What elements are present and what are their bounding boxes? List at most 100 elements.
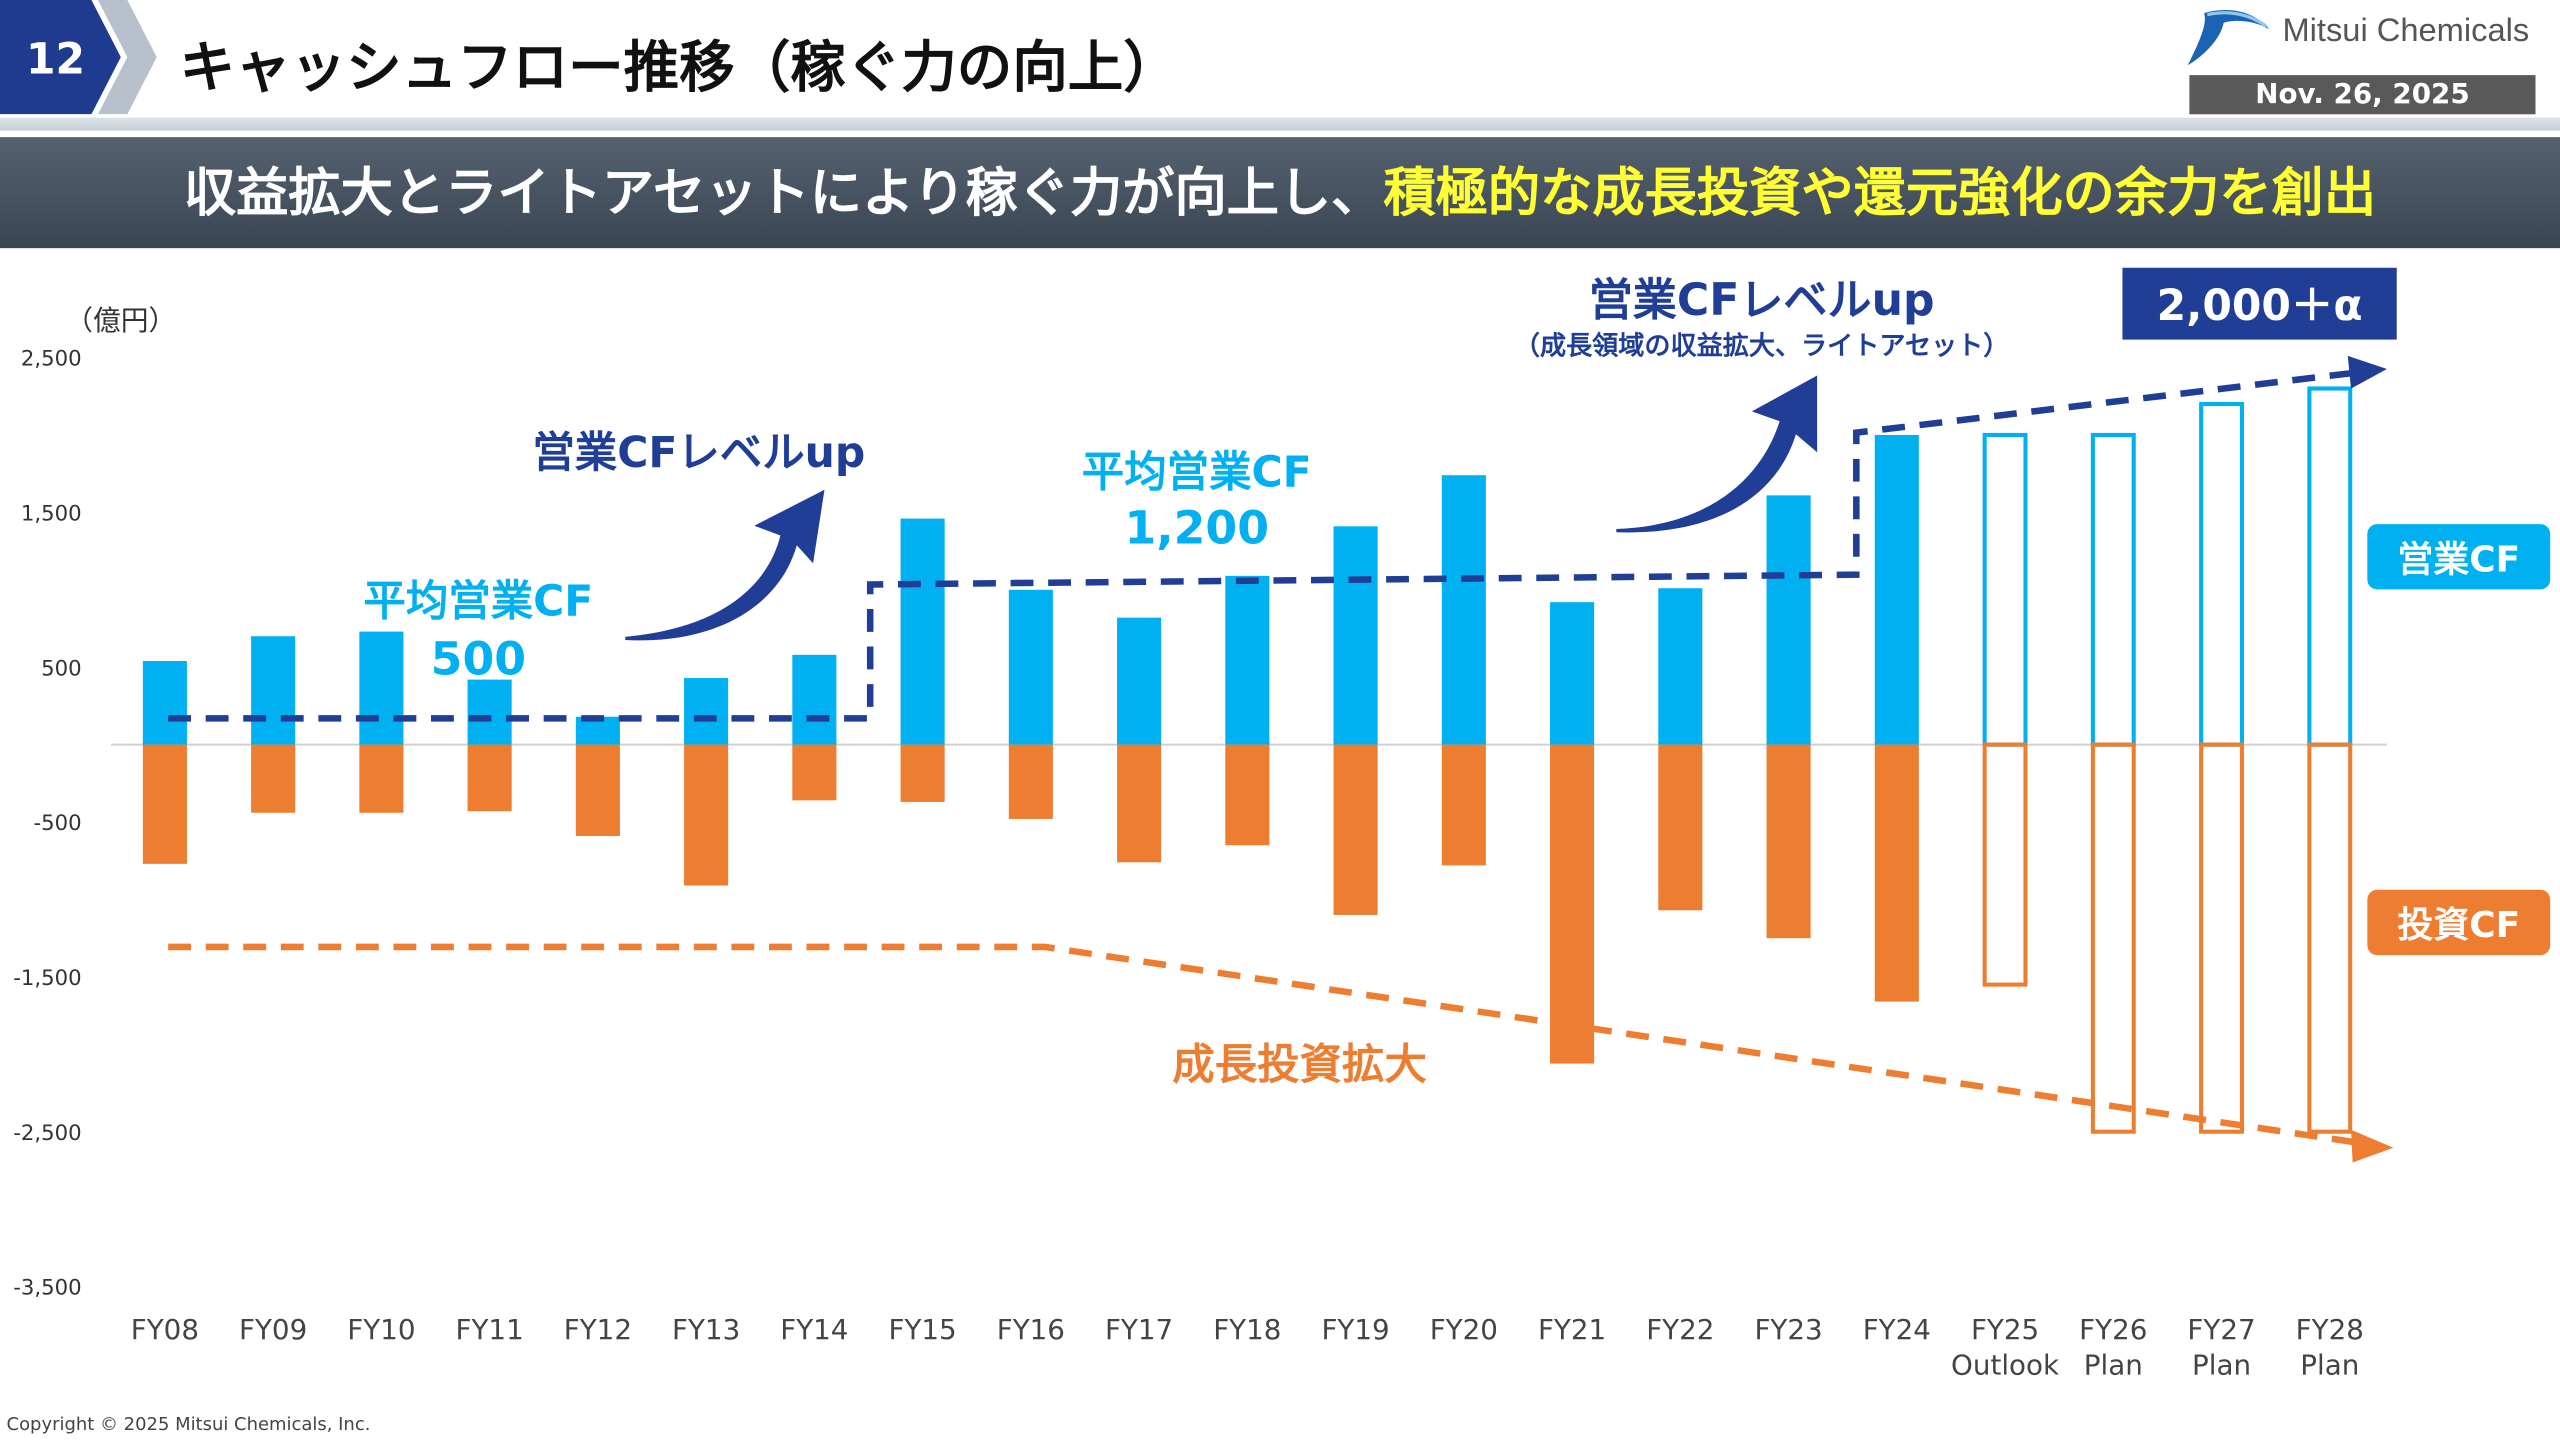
page-title: キャッシュフロー推移（稼ぐ力の向上） xyxy=(179,35,1179,102)
date-badge: Nov. 26, 2025 xyxy=(2189,75,2536,115)
logo-text: Mitsui Chemicals xyxy=(2282,13,2530,49)
investing-cf-bar xyxy=(792,744,837,801)
legend-operating-cf xyxy=(2367,524,2551,590)
headline-banner: 収益拡大とライトアセットにより稼ぐ力が向上し、積極的な成長投資や還元強化の余力を… xyxy=(0,137,2560,249)
logo-icon xyxy=(2187,10,2270,66)
x-tick-label: FY26 xyxy=(2079,1313,2147,1346)
legend-operating-cf-label: 営業CF xyxy=(2397,539,2520,580)
page-number: 12 xyxy=(26,35,85,84)
operating-cf-bar xyxy=(684,678,729,745)
x-tick-label: FY19 xyxy=(1321,1313,1389,1346)
x-tick-label: FY13 xyxy=(672,1313,740,1346)
investing-cf-bar xyxy=(1117,744,1162,863)
operating-cf-bar xyxy=(1117,617,1162,745)
investing-cf-bar xyxy=(1658,744,1703,911)
level-up-label-1: 営業CFレベルup xyxy=(532,429,865,478)
investing-cf-bar xyxy=(1441,744,1486,866)
x-tick-sublabel: Outlook xyxy=(1951,1349,2059,1382)
x-tick-label: FY15 xyxy=(888,1313,956,1346)
y-tick-label: 1,500 xyxy=(21,502,82,527)
investing-cf-bar xyxy=(1874,744,1919,1002)
target-value: 2,000＋α xyxy=(2157,282,2363,331)
operating-cf-bar xyxy=(1225,575,1270,745)
investing-cf-bar xyxy=(1550,744,1595,1064)
x-tick-sublabel: Plan xyxy=(2084,1349,2143,1382)
unit-label: （億円） xyxy=(65,304,176,337)
avg-cf-value-2: 1,200 xyxy=(1124,502,1269,555)
x-tick-label: FY12 xyxy=(564,1313,632,1346)
operating-cf-bar xyxy=(142,661,187,745)
operating-cf-bar xyxy=(2199,401,2244,747)
avg-cf-value-1: 500 xyxy=(431,632,526,685)
curved-arrow-icon xyxy=(625,489,825,641)
operating-cf-bar xyxy=(1766,495,1811,745)
operating-cf-bar xyxy=(1550,602,1595,745)
x-tick-label: FY16 xyxy=(997,1313,1065,1346)
level-up-label-2: 営業CFレベルup xyxy=(1589,275,1935,326)
legend-investing-cf-label: 投資CF xyxy=(2397,905,2520,946)
investing-cf-bar xyxy=(251,744,296,813)
x-tick-sublabel: Plan xyxy=(2192,1349,2251,1382)
x-tick-label: FY25 xyxy=(1971,1313,2039,1346)
investing-cf-bar xyxy=(1766,744,1811,939)
copyright: Copyright © 2025 Mitsui Chemicals, Inc. xyxy=(6,1413,371,1436)
operating-cf-bar xyxy=(1658,588,1703,745)
growth-investment-label: 成長投資拡大 xyxy=(1172,1041,1427,1090)
operating-cf-bar xyxy=(1874,434,1919,745)
y-tick-label: -2,500 xyxy=(13,1121,81,1146)
arrow-head-icon xyxy=(2347,355,2387,389)
investing-cf-bar xyxy=(142,744,187,864)
investing-cf-bar xyxy=(2307,742,2353,1134)
y-tick-label: 500 xyxy=(41,656,82,681)
y-tick-label: -500 xyxy=(33,811,81,836)
x-tick-label: FY21 xyxy=(1538,1313,1606,1346)
x-tick-label: FY17 xyxy=(1105,1313,1173,1346)
investing-cf-bar xyxy=(1008,744,1053,819)
x-tick-label: FY08 xyxy=(131,1313,199,1346)
x-tick-label: FY27 xyxy=(2187,1313,2255,1346)
arrow-head-icon xyxy=(2351,1129,2394,1163)
operating-cf-bar xyxy=(467,679,512,745)
x-tick-label: FY24 xyxy=(1863,1313,1931,1346)
operating-cf-bar xyxy=(2090,432,2136,747)
operating-cf-bar xyxy=(2307,386,2353,747)
operating-cf-bar xyxy=(1441,475,1486,745)
y-tick-label: 2,500 xyxy=(21,347,82,372)
target-badge xyxy=(2122,267,2397,340)
x-tick-label: FY14 xyxy=(780,1313,848,1346)
avg-cf-label-2: 平均営業CF xyxy=(1082,449,1312,498)
x-tick-label: FY10 xyxy=(347,1313,415,1346)
investing-cf-bar xyxy=(900,744,945,802)
operating-cf-bar xyxy=(1333,526,1378,745)
operating-cf-bar xyxy=(1982,432,2028,747)
operating-cf-bar xyxy=(900,518,945,745)
operating-cf-bar xyxy=(792,654,837,745)
y-tick-label: -1,500 xyxy=(13,966,81,991)
investing-cf-trend-line xyxy=(168,943,2360,1147)
operating-cf-bar xyxy=(1008,589,1053,745)
investing-cf-bar xyxy=(684,744,729,886)
y-tick-label: -3,500 xyxy=(13,1276,81,1301)
page-number-badge: 12 xyxy=(0,0,157,115)
headline-highlight: 積極的な成長投資や還元強化の余力を創出 xyxy=(1383,161,2377,224)
level-up-sublabel: （成長領域の収益拡大、ライトアセット） xyxy=(1514,330,2010,361)
x-tick-sublabel: Plan xyxy=(2300,1349,2359,1382)
legend-investing-cf xyxy=(2367,889,2551,956)
curved-arrow-icon xyxy=(1616,375,1818,533)
x-tick-label: FY20 xyxy=(1430,1313,1498,1346)
investing-cf-bar xyxy=(2199,742,2244,1134)
investing-cf-bar xyxy=(467,744,512,812)
investing-cf-bar xyxy=(359,744,404,813)
operating-cf-bar xyxy=(359,631,404,745)
investing-cf-bar xyxy=(575,744,620,836)
investing-cf-bar xyxy=(1333,744,1378,915)
operating-cf-level-line xyxy=(168,369,2360,722)
avg-cf-label-1: 平均営業CF xyxy=(363,578,593,627)
investing-cf-bar xyxy=(1225,744,1270,846)
x-tick-label: FY18 xyxy=(1213,1313,1281,1346)
x-tick-label: FY28 xyxy=(2296,1313,2364,1346)
operating-cf-bar xyxy=(251,636,296,745)
x-tick-label: FY09 xyxy=(239,1313,307,1346)
x-tick-label: FY11 xyxy=(456,1313,524,1346)
